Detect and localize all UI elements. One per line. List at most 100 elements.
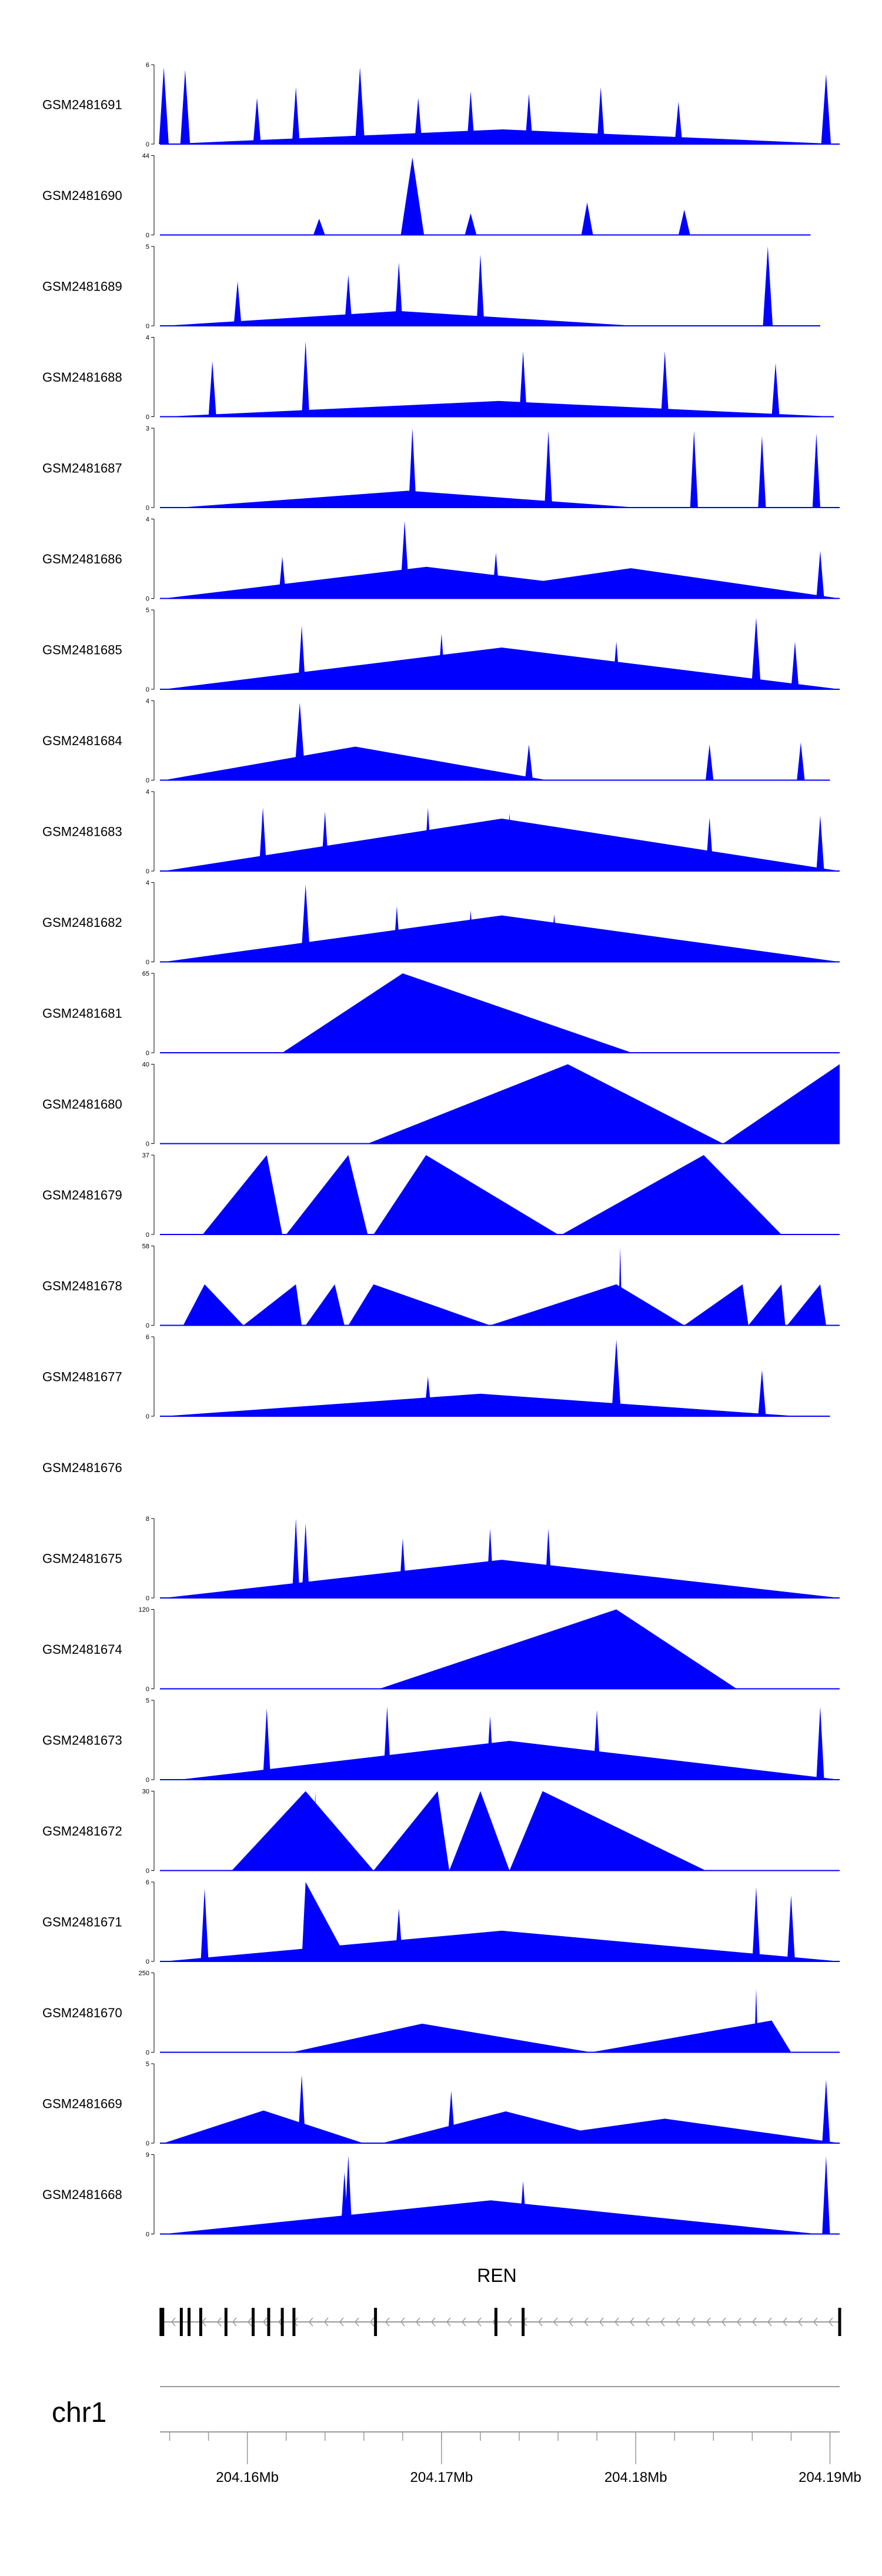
- strand-arrow: [339, 2317, 344, 2327]
- y-min-label: 0: [146, 1323, 149, 1330]
- strand-arrow: [828, 2317, 833, 2327]
- track-GSM2481674: GSM2481674 120 0: [42, 1607, 840, 1693]
- track-GSM2481681: GSM2481681 65 0: [42, 970, 840, 1057]
- coverage-peak: [544, 431, 553, 508]
- coverage-texture: [163, 648, 840, 689]
- strand-arrow: [813, 2317, 818, 2327]
- track-label: GSM2481679: [42, 1188, 122, 1203]
- track-label: GSM2481673: [42, 1733, 122, 1748]
- y-min-label: 0: [146, 1595, 149, 1602]
- strand-arrow: [706, 2317, 711, 2327]
- strand-arrow: [660, 2317, 665, 2327]
- y-min-label: 0: [146, 2231, 149, 2238]
- coverage-triangle: [292, 2023, 592, 2053]
- strand-arrow: [462, 2317, 466, 2327]
- coverage-triangle: [591, 2020, 791, 2053]
- y-min-label: 0: [146, 778, 149, 785]
- coverage-texture: [179, 1741, 840, 1780]
- coverage-triangle: [379, 1609, 737, 1689]
- coverage-peak: [466, 910, 475, 962]
- coverage-peak: [524, 744, 533, 780]
- coverage-peak: [519, 351, 527, 417]
- strand-arrow: [507, 2317, 512, 2327]
- strand-arrow: [599, 2317, 604, 2327]
- y-max-label: 58: [142, 1243, 149, 1250]
- coverage-peak: [393, 906, 401, 962]
- track-GSM2481683: GSM2481683 4 0: [42, 789, 840, 875]
- coverage-triangle: [373, 1155, 559, 1234]
- y-max-label: 9: [146, 2152, 149, 2159]
- coverage-triangle: [490, 1284, 684, 1326]
- strand-arrow: [676, 2317, 680, 2327]
- coverage-peak: [476, 254, 485, 326]
- track-GSM2481685: GSM2481685 5 0: [42, 607, 840, 693]
- x-tick-label: 204.18Mb: [604, 2470, 667, 2485]
- coverage-peak: [822, 2156, 830, 2234]
- coverage-peak: [159, 67, 169, 144]
- y-min-label: 0: [146, 1050, 149, 1057]
- y-min-label: 0: [146, 1141, 149, 1148]
- y-min-label: 0: [146, 323, 149, 330]
- x-tick-label: 204.19Mb: [799, 2470, 861, 2485]
- y-min-label: 0: [146, 2050, 149, 2057]
- y-max-label: 30: [142, 1788, 149, 1796]
- y-min-label: 0: [146, 596, 149, 603]
- strand-arrow: [737, 2317, 741, 2327]
- track-label: GSM2481671: [42, 1915, 122, 1930]
- coverage-peak: [263, 1708, 271, 1780]
- gene-exon: [199, 2308, 202, 2336]
- strand-arrow: [217, 2317, 222, 2327]
- coverage-peak: [754, 1988, 759, 2053]
- gene-track: REN: [159, 2265, 841, 2336]
- y-max-label: 44: [142, 153, 149, 160]
- track-GSM2481690: GSM2481690 44 0: [42, 153, 811, 239]
- track-GSM2481670: GSM2481670 250 0: [42, 1970, 840, 2057]
- coverage-peak: [771, 363, 780, 417]
- gene-exon: [267, 2308, 270, 2336]
- x-tick-label: 204.17Mb: [410, 2470, 473, 2485]
- y-min-label: 0: [146, 1686, 149, 1693]
- strand-arrow: [309, 2317, 313, 2327]
- coverage-peak: [758, 1370, 766, 1416]
- y-max-label: 120: [139, 1607, 149, 1614]
- y-min-label: 0: [146, 1232, 149, 1239]
- strand-arrow: [232, 2317, 237, 2327]
- coverage-peak: [300, 884, 310, 962]
- coverage-peak: [661, 351, 669, 417]
- track-label: GSM2481685: [42, 643, 122, 658]
- track-label: GSM2481687: [42, 461, 122, 476]
- coverage-triangle: [509, 1791, 706, 1871]
- y-min-label: 0: [146, 414, 149, 421]
- coverage-triangle: [305, 1284, 345, 1326]
- y-max-label: 250: [139, 1970, 149, 1977]
- coverage-triangle: [684, 1284, 749, 1326]
- coverage-peak: [597, 87, 605, 144]
- y-max-label: 4: [146, 789, 149, 796]
- coverage-peak: [593, 1710, 601, 1780]
- y-max-label: 5: [146, 2061, 149, 2068]
- coverage-peak: [180, 70, 191, 144]
- x-tick-label: 204.16Mb: [216, 2470, 279, 2485]
- coverage-peak: [787, 1895, 795, 1961]
- track-label: GSM2481690: [42, 188, 122, 203]
- gene-exon: [224, 2308, 228, 2336]
- track-label: GSM2481691: [42, 98, 122, 112]
- strand-arrow: [202, 2317, 206, 2327]
- coverage-peak: [355, 67, 365, 144]
- coverage-texture: [163, 1560, 840, 1598]
- coverage-peak: [293, 702, 306, 780]
- coverage-peak: [206, 1291, 211, 1326]
- coverage-texture: [165, 129, 840, 144]
- track-label: GSM2481689: [42, 279, 122, 294]
- strand-arrow: [385, 2317, 390, 2327]
- track-GSM2481672: GSM2481672 30 0: [42, 1788, 840, 1875]
- coverage-peak: [313, 1791, 318, 1871]
- strand-arrow: [355, 2317, 359, 2327]
- track-GSM2481671: GSM2481671 6 0: [42, 1879, 840, 1966]
- coverage-peak: [298, 626, 306, 689]
- coverage-peak: [816, 550, 824, 599]
- coverage-texture: [422, 568, 840, 599]
- coverage-peak: [292, 1519, 300, 1598]
- chromosome-axis-track: chr1 204.16Mb 204.17Mb 204.18Mb 204.19Mb: [52, 2386, 861, 2485]
- y-min-label: 0: [146, 232, 149, 239]
